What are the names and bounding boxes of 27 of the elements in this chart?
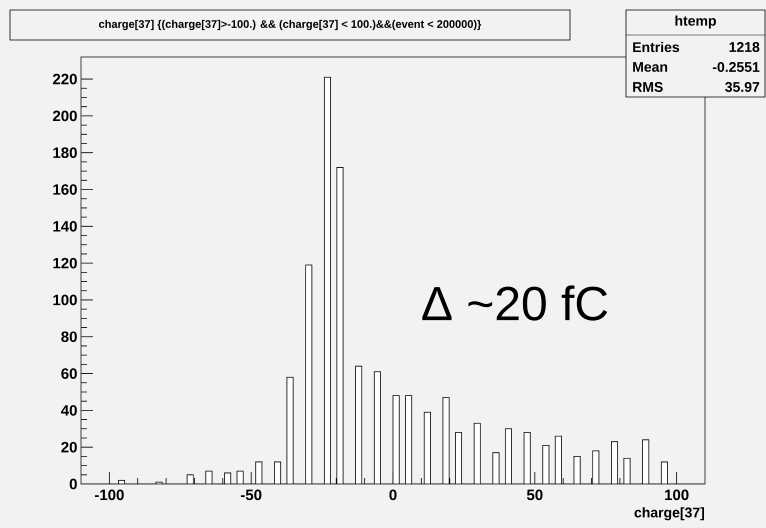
y-tick-label: 100 [53, 294, 77, 306]
x-tick-label: 50 [526, 490, 543, 500]
y-tick-label: 40 [61, 405, 77, 416]
text: -0.2551 [712, 62, 760, 72]
text: 35.97 [725, 82, 760, 92]
x-tick-label: -50 [240, 490, 262, 500]
x-tick-label: 0 [389, 490, 397, 500]
text: htemp [675, 15, 716, 29]
chart-title: charge[37] {(charge[37]>-100.) && (charge[37] < 100.)&&(event < 200000)} [99, 20, 482, 30]
text: 1218 [730, 42, 760, 52]
y-tick-label: 140 [53, 221, 77, 232]
annotation: Δ ~20 fC [422, 285, 608, 321]
annotation: RMS [633, 82, 663, 92]
y-tick-label: 20 [61, 442, 77, 452]
y-tick-label: 60 [61, 368, 77, 379]
y-tick-label: 220 [52, 74, 77, 84]
x-axis-title: charge[37] [634, 507, 704, 520]
annotation: Mean [633, 62, 668, 72]
x-tick-label: 100 [665, 490, 689, 500]
x-tick-label: -100 [94, 490, 124, 500]
y-tick-label: 200 [52, 110, 77, 122]
y-tick-label: 180 [53, 147, 77, 158]
y-tick-label: 0 [70, 478, 77, 490]
y-tick-label: 120 [53, 258, 77, 268]
y-tick-label: 80 [61, 331, 77, 342]
y-tick-label: 160 [53, 184, 77, 195]
text: Entries [633, 42, 680, 52]
